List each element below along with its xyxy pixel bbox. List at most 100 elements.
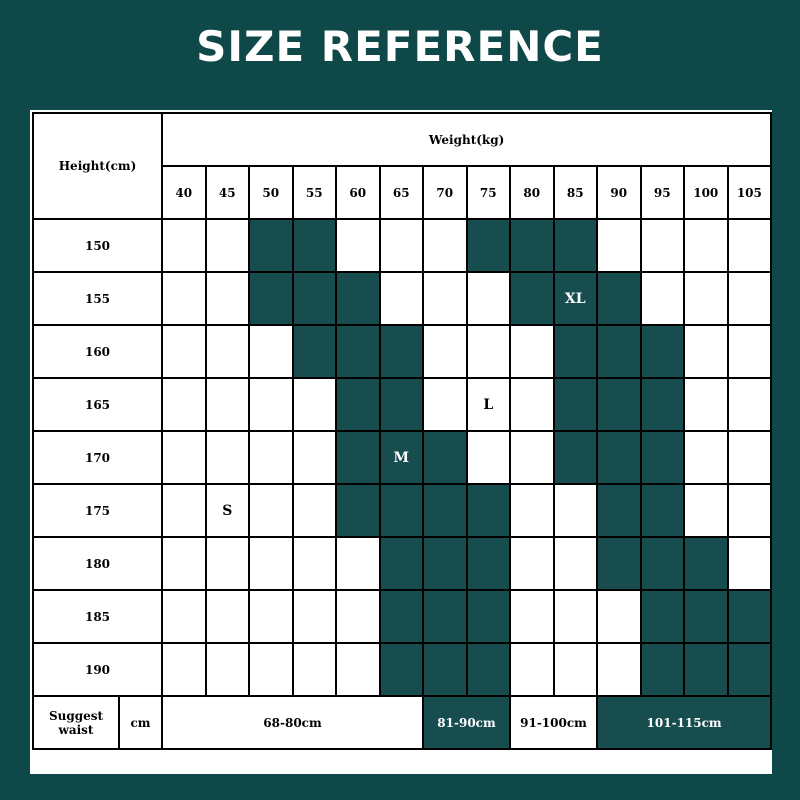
- height-header: Height(cm): [32, 112, 163, 220]
- table-row: 185: [32, 589, 773, 644]
- size-cell: [161, 324, 207, 379]
- size-cell: [509, 483, 555, 538]
- size-cell: [161, 430, 207, 485]
- size-cell: [248, 324, 294, 379]
- size-cell: [422, 536, 468, 591]
- weight-cell: 45: [204, 165, 250, 220]
- size-cell: [422, 642, 468, 697]
- size-cell: [248, 271, 294, 326]
- size-cell: [335, 271, 381, 326]
- size-cell: [335, 483, 381, 538]
- page-title: SIZE REFERENCE: [196, 22, 604, 71]
- size-cell: [683, 483, 729, 538]
- size-cell: [291, 589, 337, 644]
- waist-range: 91-100cm: [509, 695, 598, 750]
- size-cell: [335, 218, 381, 273]
- size-cell: [509, 430, 555, 485]
- size-cell: [291, 536, 337, 591]
- size-cell: [291, 430, 337, 485]
- size-cell: [465, 271, 511, 326]
- size-cell: [509, 589, 555, 644]
- size-cell: [552, 218, 598, 273]
- size-cell: [639, 377, 685, 432]
- size-cell: [726, 642, 773, 697]
- size-cell: [596, 218, 642, 273]
- table-row: 150: [32, 218, 773, 273]
- size-cell: [726, 377, 773, 432]
- size-cell: [683, 324, 729, 379]
- size-cell: [683, 377, 729, 432]
- size-cell: [509, 642, 555, 697]
- size-cell: [335, 377, 381, 432]
- size-cell: [552, 430, 598, 485]
- size-cell: [596, 430, 642, 485]
- size-cell: [552, 377, 598, 432]
- weight-cell: 50: [248, 165, 294, 220]
- size-cell: [639, 642, 685, 697]
- weight-cell: 55: [291, 165, 337, 220]
- size-cell: [378, 324, 424, 379]
- size-cell: [335, 430, 381, 485]
- size-cell: [422, 430, 468, 485]
- size-cell: [378, 536, 424, 591]
- size-cell: [378, 642, 424, 697]
- size-cell: [465, 589, 511, 644]
- size-cell: [683, 430, 729, 485]
- size-cell: [509, 377, 555, 432]
- size-cell: [161, 483, 207, 538]
- size-chart: Height(cm) Weight(kg) 40 45 50 55 60 65 70 75 80 85…: [30, 110, 773, 774]
- size-cell: [509, 218, 555, 273]
- size-cell: [291, 377, 337, 432]
- table-row: 190: [32, 642, 773, 697]
- table-row: 170 M: [32, 430, 773, 485]
- size-cell: [248, 589, 294, 644]
- size-cell: [378, 271, 424, 326]
- size-cell: [161, 271, 207, 326]
- size-cell: [204, 430, 250, 485]
- waist-row: Suggest waist cm 68-80cm 81-90cm 91-100cm 101…: [32, 695, 773, 750]
- size-cell: [248, 536, 294, 591]
- size-cell: [291, 324, 337, 379]
- size-cell: [509, 536, 555, 591]
- size-cell: [639, 271, 685, 326]
- size-cell: [596, 271, 642, 326]
- size-cell: [161, 218, 207, 273]
- height-cell: 150: [32, 218, 163, 273]
- waist-unit: cm: [118, 695, 163, 750]
- size-cell: [161, 642, 207, 697]
- waist-range: 101-115cm: [595, 695, 773, 750]
- size-cell: [465, 430, 511, 485]
- size-label-m: M: [378, 430, 424, 485]
- size-cell: [465, 324, 511, 379]
- size-cell: [248, 218, 294, 273]
- size-cell: [422, 324, 468, 379]
- size-cell: [248, 430, 294, 485]
- size-cell: [726, 483, 773, 538]
- size-cell: [683, 218, 729, 273]
- size-cell: [291, 271, 337, 326]
- size-cell: [509, 271, 555, 326]
- weight-cell: 95: [639, 165, 685, 220]
- size-cell: [422, 483, 468, 538]
- size-cell: [596, 483, 642, 538]
- size-cell: [683, 589, 729, 644]
- size-cell: [291, 483, 337, 538]
- table-row: 165 L: [32, 377, 773, 432]
- size-cell: [335, 536, 381, 591]
- height-cell: 180: [32, 536, 163, 591]
- size-cell: [204, 642, 250, 697]
- size-cell: [422, 589, 468, 644]
- size-cell: [204, 271, 250, 326]
- size-cell: [465, 218, 511, 273]
- size-cell: [204, 324, 250, 379]
- size-cell: [639, 430, 685, 485]
- size-cell: [378, 377, 424, 432]
- waist-range: 68-80cm: [161, 695, 424, 750]
- size-cell: [465, 536, 511, 591]
- weight-cell: 70: [422, 165, 468, 220]
- size-cell: [291, 642, 337, 697]
- height-cell: 170: [32, 430, 163, 485]
- size-cell: [204, 218, 250, 273]
- size-cell: [552, 483, 598, 538]
- size-cell: [552, 589, 598, 644]
